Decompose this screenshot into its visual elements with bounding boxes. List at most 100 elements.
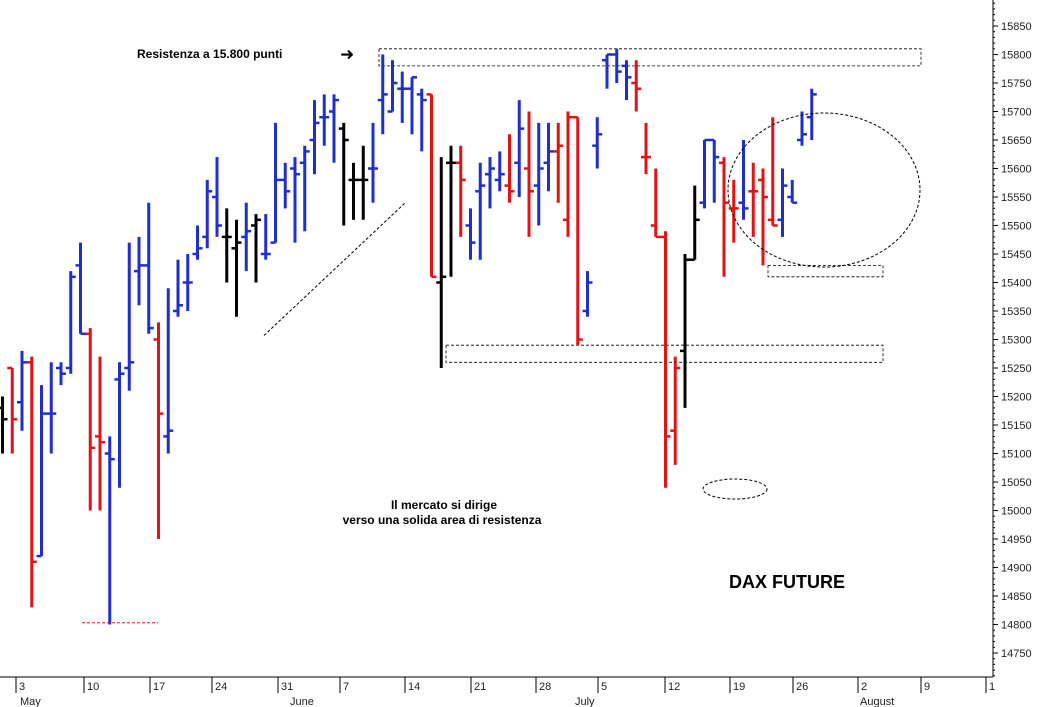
y-tick-label: 14950 — [1001, 534, 1032, 546]
ohlc-bars — [0, 48, 817, 625]
ohlc-bar — [153, 322, 164, 539]
ohlc-bar — [231, 219, 242, 317]
x-tick-label: 31 — [281, 681, 293, 693]
resistance-zone — [378, 48, 922, 67]
ohlc-bar — [56, 362, 66, 386]
ohlc-bar — [797, 111, 807, 146]
plot-frame — [0, 0, 994, 678]
consolidation-ellipse — [727, 112, 921, 268]
ohlc-bar — [290, 157, 300, 243]
x-tick-label: 14 — [408, 681, 420, 693]
ohlc-bar — [143, 202, 154, 334]
ohlc-bar — [748, 162, 759, 237]
ohlc-bar — [309, 100, 320, 175]
ohlc-bar — [377, 54, 388, 135]
y-tick-label: 15550 — [1001, 192, 1032, 204]
x-tick-label: 2 — [861, 681, 867, 693]
ohlc-bar — [787, 179, 798, 204]
local-support-zone — [767, 264, 884, 278]
ohlc-bar — [338, 122, 349, 226]
x-tick-label: 9 — [924, 681, 930, 693]
ohlc-bar — [563, 111, 573, 237]
chart-title: DAX FUTURE — [729, 572, 845, 592]
y-tick-label: 15250 — [1001, 363, 1032, 375]
y-tick-label: 15500 — [1001, 221, 1032, 233]
ohlc-bar — [104, 436, 115, 625]
ohlc-bar — [319, 94, 330, 146]
ohlc-bar — [114, 362, 125, 488]
x-tick-label: 1 — [989, 681, 995, 693]
x-tick-label: 10 — [87, 681, 99, 693]
ohlc-bar — [368, 122, 378, 203]
ohlc-bar — [426, 93, 437, 279]
ohlc-bar — [436, 157, 447, 368]
y-tick-label: 15800 — [1001, 50, 1032, 62]
y-tick-label: 14850 — [1001, 591, 1032, 603]
ohlc-bar — [75, 242, 86, 336]
ohlc-bar — [26, 356, 37, 608]
ohlc-bar — [485, 157, 495, 209]
ohlc-bar — [543, 122, 554, 192]
ohlc-bar — [602, 53, 612, 89]
ohlc-bar — [36, 385, 47, 558]
month-label: May — [20, 696, 41, 707]
ohlc-bar — [806, 88, 817, 140]
x-tick-label: 24 — [215, 681, 227, 693]
ohlc-bar — [182, 254, 193, 311]
y-tick-label: 15200 — [1001, 392, 1032, 404]
ohlc-bar — [416, 88, 427, 152]
y-tick-label: 15450 — [1001, 249, 1032, 261]
ohlc-bar — [212, 157, 222, 237]
resistance-label: Resistenza a 15.800 punti — [137, 47, 282, 61]
x-tick-label: 26 — [796, 681, 808, 693]
ohlc-bar — [173, 259, 183, 317]
ohlc-bar — [699, 138, 710, 209]
ohlc-bar — [728, 179, 739, 243]
x-axis-ticks: 3 10 17 24 31 7 14 21 28 5 12 19 26 2 9 1 May June July Aug… — [15, 677, 995, 707]
x-tick-label: 7 — [343, 681, 349, 693]
ohlc-bar — [621, 60, 632, 101]
ohlc-bar — [660, 231, 671, 488]
y-tick-label: 15750 — [1001, 78, 1032, 90]
ohlc-bar — [514, 100, 525, 197]
ohlc-bar — [46, 362, 57, 454]
month-label: August — [860, 696, 894, 707]
ohlc-bar — [95, 356, 105, 511]
ohlc-bar — [465, 208, 476, 260]
ohlc-bar — [85, 328, 96, 511]
y-tick-label: 15300 — [1001, 335, 1032, 347]
ohlc-bar — [134, 236, 144, 306]
ohlc-bar — [0, 396, 8, 454]
ohlc-bar — [572, 115, 583, 346]
ohlc-bar — [719, 157, 729, 277]
overlays — [82, 112, 921, 624]
ohlc-bar — [329, 94, 339, 163]
ohlc-bar — [689, 185, 700, 261]
ohlc-bar — [280, 162, 291, 209]
ohlc-bar — [504, 134, 515, 203]
x-tick-label: 21 — [474, 681, 486, 693]
y-tick-label: 14900 — [1001, 563, 1032, 575]
ohlc-bar — [397, 71, 408, 123]
ohlc-bar — [387, 60, 398, 113]
ohlc-bar — [475, 162, 486, 260]
ohlc-bar — [270, 122, 281, 244]
ohlc-bar — [680, 254, 690, 408]
ohlc-bar — [202, 179, 213, 249]
ohlc-bar — [533, 122, 544, 226]
trendline — [263, 202, 406, 336]
y-tick-label: 15700 — [1001, 107, 1032, 119]
month-label: July — [575, 696, 595, 707]
x-tick-label: 12 — [668, 681, 680, 693]
ohlc-bar — [358, 145, 369, 220]
ohlc-bar — [241, 202, 252, 272]
ohlc-bar — [553, 122, 564, 203]
ohlc-bar — [777, 168, 788, 237]
y-tick-label: 15000 — [1001, 506, 1032, 518]
x-tick-label: 5 — [601, 681, 607, 693]
x-tick-label: 28 — [539, 681, 551, 693]
ohlc-bar — [709, 138, 720, 203]
y-tick-label: 15100 — [1001, 449, 1032, 461]
